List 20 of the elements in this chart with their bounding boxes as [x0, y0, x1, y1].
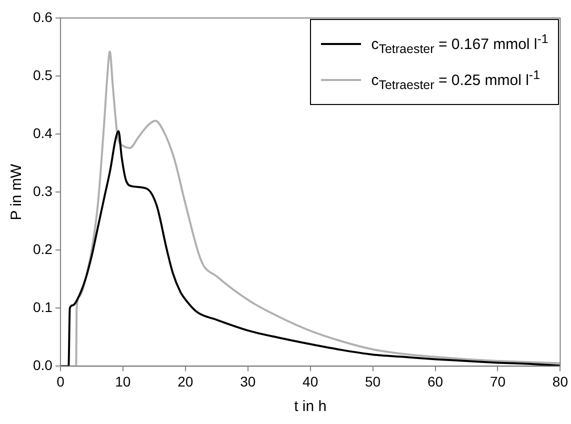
x-tick-label: 40 — [302, 373, 318, 390]
x-tick-label: 0 — [56, 373, 65, 390]
x-tick-label: 30 — [240, 373, 256, 390]
legend-label: c$_{Tetraester}$ = 0.25 mmol l$^{-1}$ — [371, 67, 540, 94]
x-tick-label: 20 — [178, 373, 194, 390]
x-tick-label: 80 — [552, 373, 568, 390]
y-axis-title: P in mW — [8, 163, 26, 220]
y-tick-label: 0.3 — [32, 182, 53, 199]
legend-label: c$_{Tetraester}$ = 0.167 mmol l$^{-1}$ — [371, 31, 548, 58]
y-tick-label: 0.1 — [32, 299, 53, 316]
x-tick-label: 10 — [115, 373, 131, 390]
x-tick-label: 60 — [427, 373, 444, 390]
y-tick-label: 0.4 — [32, 124, 53, 141]
x-axis-title: t in h — [294, 398, 327, 416]
y-tick-label: 0.6 — [32, 8, 53, 25]
x-tick-label: 50 — [365, 373, 381, 390]
y-tick-label: 0.5 — [32, 66, 53, 83]
y-tick-label: 0.0 — [32, 357, 53, 374]
y-tick-label: 0.2 — [32, 240, 53, 257]
x-tick-label: 70 — [490, 373, 506, 390]
